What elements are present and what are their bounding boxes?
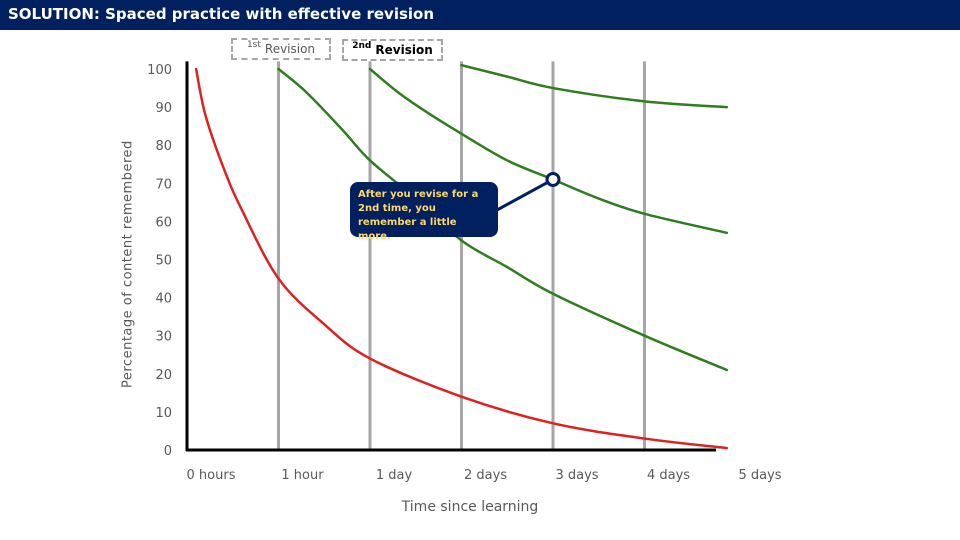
x-axis-label: Time since learning — [401, 499, 539, 515]
first-revision-text: Revision — [264, 42, 316, 56]
x-tick-label: 5 days — [738, 468, 781, 483]
y-tick-label: 10 — [155, 406, 172, 421]
callout-connector — [496, 178, 554, 212]
y-tick-label: 50 — [155, 254, 172, 269]
first-revision-label: 1st Revision — [231, 38, 331, 60]
y-tick-label: 100 — [147, 63, 172, 78]
second-revision-text: Revision — [375, 43, 433, 57]
first-revision-ordinal: 1st — [246, 40, 261, 50]
y-axis-label: Percentage of content remembered — [120, 140, 136, 388]
y-tick-label: 90 — [155, 101, 172, 116]
x-tick-label: 1 day — [376, 468, 413, 483]
y-tick-label: 80 — [155, 139, 172, 154]
y-tick-label: 70 — [155, 177, 172, 192]
forgetting-curve-line — [194, 67, 729, 450]
callout-box: After you revise for a 2nd time, you rem… — [350, 182, 498, 242]
y-tick-label: 20 — [155, 368, 172, 383]
x-tick-label: 0 hours — [187, 468, 236, 483]
highlight-point — [545, 171, 561, 187]
revision-curve-line — [277, 67, 729, 372]
second-revision-ordinal: 2nd — [352, 41, 372, 51]
x-tick-label: 4 days — [647, 468, 690, 483]
second-revision-label: 2nd Revision — [342, 39, 443, 61]
x-tick-label: 2 days — [464, 468, 507, 483]
y-tick-label: 60 — [155, 215, 172, 230]
y-tick-label: 0 — [164, 444, 172, 459]
x-tick-label: 3 days — [555, 468, 598, 483]
y-tick-label: 40 — [155, 292, 172, 307]
revision-curve-line — [368, 67, 729, 235]
y-tick-label: 30 — [155, 330, 172, 345]
page-title: SOLUTION: Spaced practice with effective… — [0, 0, 960, 30]
revision-curve-line — [460, 63, 729, 109]
x-tick-label: 1 hour — [281, 468, 324, 483]
